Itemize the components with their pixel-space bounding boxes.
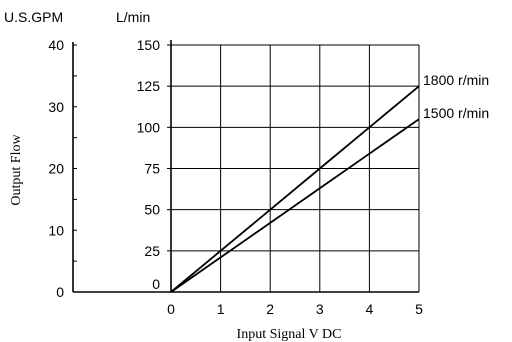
y2-tick-label: 30 bbox=[48, 99, 64, 115]
x-tick-labels: 0 1 2 3 4 5 bbox=[167, 301, 423, 317]
y-tick-label: 0 bbox=[152, 276, 160, 292]
x-tick-label: 3 bbox=[316, 301, 324, 317]
series-line bbox=[170, 85, 420, 293]
grid-lines bbox=[171, 44, 420, 292]
x-tick-label: 1 bbox=[217, 301, 225, 317]
x-tick-label: 2 bbox=[266, 301, 274, 317]
series-label: 1800 r/min bbox=[423, 72, 489, 88]
series-lines bbox=[170, 85, 420, 293]
y2-tick-labels: 0 10 20 30 40 bbox=[48, 37, 64, 300]
y-tick-label: 150 bbox=[137, 37, 161, 53]
x-tick-label: 4 bbox=[366, 301, 374, 317]
y2-tick-label: 10 bbox=[48, 222, 64, 238]
series-label: 1500 r/min bbox=[423, 105, 489, 121]
tick-marks bbox=[73, 44, 171, 262]
series-labels: 1800 r/min 1500 r/min bbox=[423, 72, 489, 121]
y-axis-title: Output Flow bbox=[9, 134, 24, 206]
y2-tick-label: 20 bbox=[48, 161, 64, 177]
x-axis-title: Input Signal V DC bbox=[237, 327, 342, 342]
y-unit-label: L/min bbox=[116, 9, 150, 25]
x-tick-label: 5 bbox=[415, 301, 423, 317]
y-tick-label: 25 bbox=[144, 243, 160, 259]
x-tick-label: 0 bbox=[167, 301, 175, 317]
series-line bbox=[170, 118, 420, 293]
y-tick-label: 75 bbox=[144, 161, 160, 177]
y-tick-label: 50 bbox=[144, 202, 160, 218]
y-tick-label: 125 bbox=[137, 78, 161, 94]
y-tick-label: 100 bbox=[137, 119, 161, 135]
axes bbox=[72, 40, 419, 293]
y2-unit-label: U.S.GPM bbox=[4, 9, 63, 25]
y2-tick-label: 40 bbox=[48, 37, 64, 53]
y-tick-labels: 0 25 50 75 100 125 150 bbox=[137, 37, 161, 292]
y2-tick-label: 0 bbox=[56, 284, 64, 300]
